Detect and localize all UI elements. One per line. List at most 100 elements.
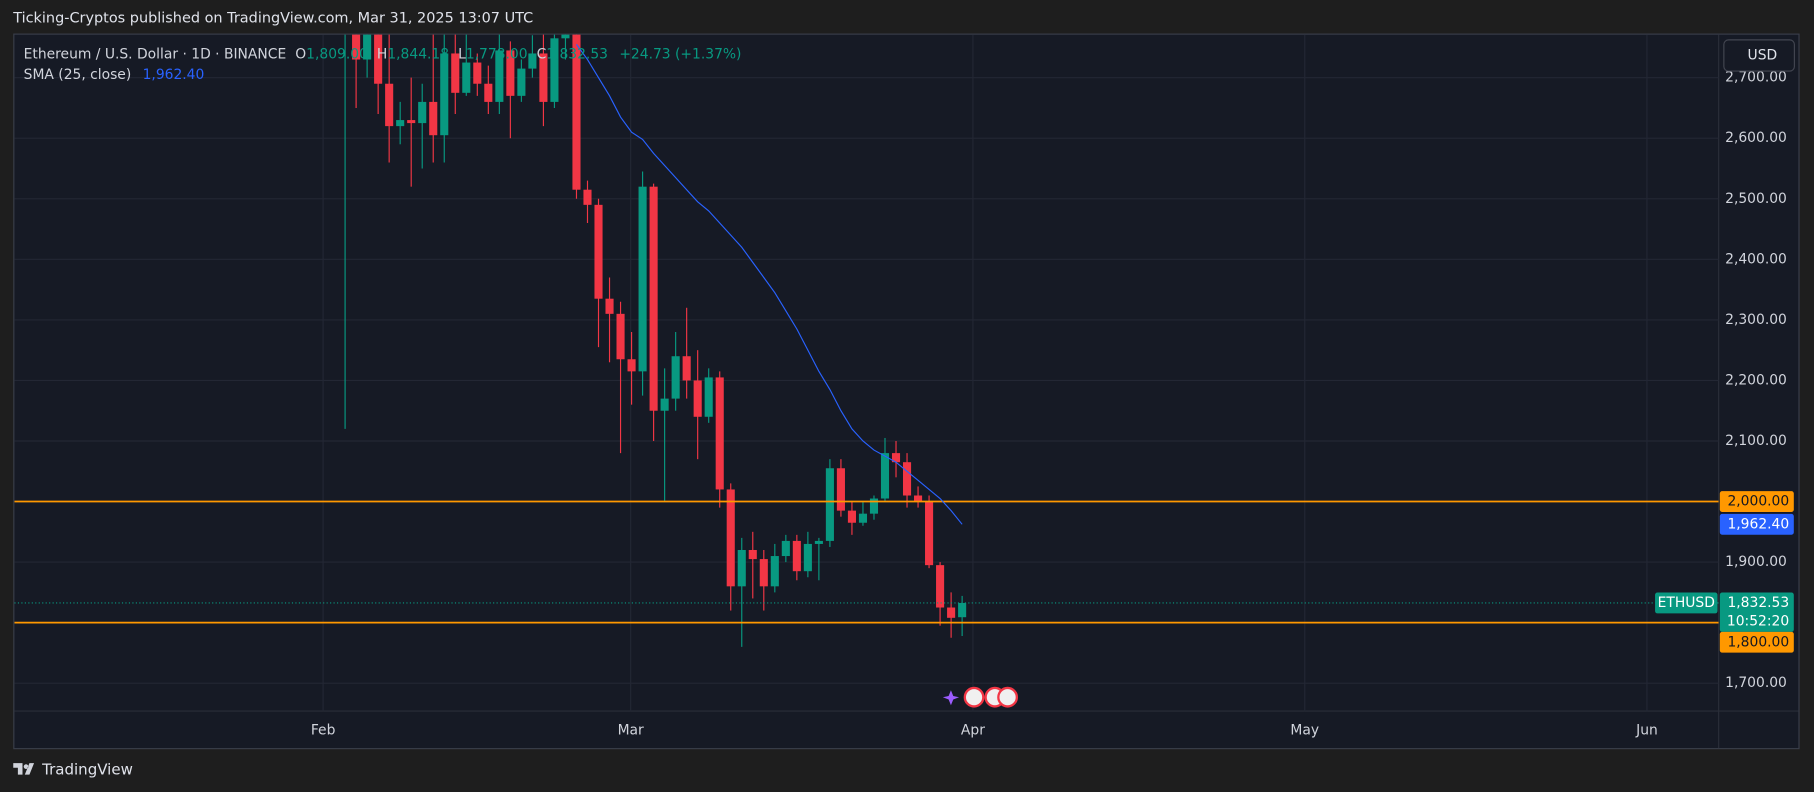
sma-line (576, 44, 963, 525)
candle-body (451, 53, 460, 93)
candle-body (374, 34, 383, 84)
candle-body (737, 549, 746, 587)
symbol-title: Ethereum / U.S. Dollar · 1D · BINANCE (24, 46, 287, 62)
sma-tag (1719, 513, 1794, 535)
candle-body (693, 380, 702, 417)
candle-body (550, 38, 559, 102)
grid (14, 34, 1719, 712)
footer-brand: TradingView (41, 761, 133, 779)
publisher-line: Ticking-Cryptos published on TradingView… (12, 10, 533, 26)
y-tick-label: 2,100.00 (1725, 433, 1787, 449)
candle-body (418, 101, 427, 124)
candle-body (759, 559, 768, 587)
countdown: 10:52:20 (1727, 613, 1789, 629)
ohlc-value: 1,778.00 (466, 46, 528, 62)
ohlc-letter: H (377, 46, 387, 62)
candle-body (517, 68, 526, 96)
candle-body (814, 540, 823, 544)
x-tick-label: May (1290, 723, 1319, 739)
ohlc-letter: O (295, 46, 306, 62)
candle-body (803, 543, 812, 572)
candle-body (726, 489, 735, 587)
candle-body (473, 62, 482, 84)
sma-tag-label: 1,962.40 (1727, 516, 1789, 532)
candle-body (847, 510, 856, 523)
candle-body (440, 53, 449, 136)
y-tick-label: 2,200.00 (1725, 372, 1787, 388)
y-tick-label: 2,300.00 (1725, 312, 1787, 328)
candle-body (627, 359, 636, 372)
candle-body (858, 513, 868, 523)
y-tick-label: 1,700.00 (1725, 675, 1787, 691)
level-tag (1719, 631, 1794, 653)
candle-body (715, 377, 724, 490)
candle-body (506, 50, 515, 96)
candle-body (925, 501, 934, 566)
candle-body (539, 53, 548, 102)
candle-body (902, 462, 912, 496)
candle-body (958, 602, 967, 618)
ohlc-letter: C (537, 46, 547, 62)
chart-panel (13, 33, 1800, 750)
candle-body (869, 498, 879, 514)
last-price-tag (1719, 592, 1794, 632)
x-tick-label: Apr (961, 723, 985, 739)
event-icons (942, 686, 1018, 708)
candle-body (914, 495, 923, 502)
candle-body (748, 549, 757, 560)
ohlc-value: 1,809.00 (306, 46, 368, 62)
candle-body (462, 62, 471, 93)
candle-body (792, 540, 801, 572)
plot-area (14, 34, 1719, 647)
sma-value: 1,962.40 (143, 67, 205, 83)
candle-body (638, 186, 647, 372)
sma-legend: SMA (25, close) 1,962.40 (24, 67, 205, 83)
x-tick-label: Mar (618, 723, 644, 739)
candle-body (671, 356, 680, 399)
currency-label[interactable]: USD (1748, 47, 1778, 63)
ohlc-letter: L (458, 46, 466, 62)
x-tick-label: Feb (311, 723, 336, 739)
level-tag (1719, 491, 1794, 512)
candle-body (616, 313, 625, 360)
candle-body (825, 468, 834, 541)
change: +24.73 (+1.37%) (619, 46, 741, 62)
candle-body (495, 50, 504, 102)
event-flag (997, 686, 1018, 708)
y-tick-label: 2,700.00 (1725, 70, 1787, 86)
ohlc-value: 1,844.18 (387, 46, 449, 62)
candle-body (781, 540, 790, 557)
candle-body (363, 34, 372, 60)
candle-body (484, 83, 493, 102)
level-tag-label: 2,000.00 (1727, 494, 1789, 510)
y-tick-label: 2,500.00 (1725, 191, 1787, 207)
candle-body (936, 565, 945, 608)
candle-body (704, 377, 713, 417)
sma-name: SMA (25, close) (24, 67, 132, 83)
y-tick-label: 2,600.00 (1725, 130, 1787, 146)
candle-body (947, 607, 956, 618)
symbol-tag-label: ETHUSD (1658, 595, 1715, 611)
candle-body (561, 34, 570, 39)
logo-mark (13, 763, 35, 775)
symbol-legend: Ethereum / U.S. Dollar · 1D · BINANCE O1… (24, 46, 742, 62)
candle-body (572, 34, 581, 190)
last-price-label: 1,832.53 (1727, 595, 1789, 611)
candle-body (649, 186, 658, 411)
currency-button[interactable] (1723, 39, 1795, 72)
axes: 1,700.00 1,800.00 1,900.00 2,000.00 2,100.00… (311, 70, 1794, 739)
candle-body (583, 189, 592, 205)
candle-body (352, 34, 361, 60)
candle-body (407, 120, 416, 124)
candle-body (385, 83, 394, 127)
candle-body (770, 556, 779, 587)
level-tag-label: 1,800.00 (1727, 634, 1789, 650)
event-flag (963, 686, 985, 708)
candle-body (836, 468, 845, 511)
x-tick-label: Jun (1635, 723, 1658, 739)
candle-body (528, 53, 537, 69)
candle-body (682, 356, 691, 381)
y-tick-label: 2,400.00 (1725, 251, 1787, 267)
